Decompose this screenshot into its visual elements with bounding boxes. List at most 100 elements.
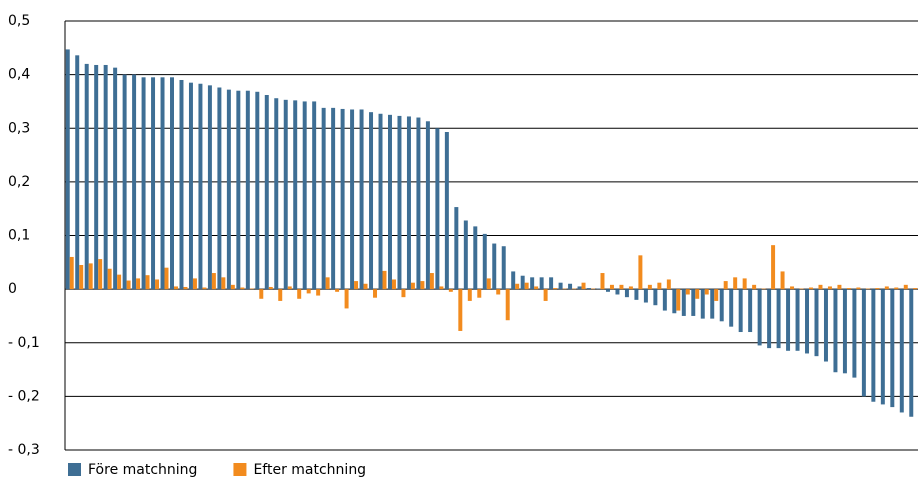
bar	[192, 278, 197, 290]
bar	[685, 289, 690, 295]
bar	[75, 55, 80, 290]
bar	[587, 288, 592, 290]
bar	[439, 286, 444, 290]
bar	[264, 95, 269, 290]
y-tick-label: 0,2	[8, 174, 30, 190]
bar	[179, 79, 184, 290]
bar	[543, 289, 548, 301]
bar	[572, 288, 577, 290]
bar	[151, 77, 156, 290]
bar	[733, 277, 738, 290]
bar	[492, 243, 497, 290]
bar	[856, 287, 861, 290]
bar	[780, 271, 785, 290]
bar	[719, 289, 724, 322]
legend-swatch	[68, 463, 81, 476]
bar	[823, 289, 828, 362]
bar	[666, 279, 671, 290]
bar	[562, 288, 567, 290]
bar	[814, 289, 819, 357]
legend-swatch	[233, 463, 247, 476]
bar	[359, 109, 364, 290]
bar	[173, 286, 178, 290]
bar	[236, 90, 241, 290]
bar	[397, 115, 402, 290]
bar	[653, 289, 658, 306]
bar	[899, 289, 904, 413]
bar	[132, 74, 137, 290]
bar	[786, 289, 791, 351]
y-tick-label: 0,3	[8, 120, 30, 136]
bar	[742, 278, 747, 290]
bar	[609, 284, 614, 290]
y-tick-label: - 0,2	[8, 388, 40, 404]
bar	[467, 289, 472, 301]
bar	[761, 288, 766, 290]
bar	[458, 289, 463, 331]
bar	[549, 277, 554, 290]
bar	[240, 287, 245, 290]
bar	[818, 284, 823, 290]
bar	[448, 289, 453, 292]
bar	[473, 226, 478, 290]
bar	[704, 289, 709, 295]
bar	[373, 289, 378, 298]
bar	[69, 256, 74, 290]
bar	[913, 288, 918, 290]
bar	[890, 289, 895, 408]
y-tick-label: 0	[8, 281, 17, 297]
bar	[416, 117, 421, 290]
bar	[776, 289, 781, 349]
bar	[316, 289, 321, 296]
bar	[842, 289, 847, 374]
bar	[795, 289, 800, 351]
bar	[249, 288, 254, 290]
bar	[141, 77, 146, 290]
bar	[505, 289, 510, 321]
bar	[729, 289, 734, 327]
bar	[662, 289, 667, 311]
bar	[410, 282, 415, 290]
bar	[245, 90, 250, 290]
legend-label: Före matchning	[88, 462, 197, 478]
bar	[676, 289, 681, 311]
bar	[738, 289, 743, 333]
y-tick-label: 0,1	[8, 228, 30, 244]
bar	[226, 89, 231, 290]
bar	[113, 67, 118, 290]
bar	[126, 280, 131, 290]
bar	[605, 289, 610, 292]
bar	[94, 64, 99, 290]
y-tick-label: 0,5	[8, 13, 30, 29]
bar	[230, 284, 235, 290]
bar	[88, 263, 93, 290]
bar	[454, 207, 459, 290]
bar	[880, 289, 885, 405]
bar	[202, 287, 207, 290]
bar	[624, 289, 629, 298]
bar	[757, 289, 762, 346]
bar	[293, 100, 298, 290]
bar	[600, 273, 605, 290]
bar	[634, 289, 639, 300]
bar	[160, 77, 165, 290]
bar	[207, 85, 212, 290]
bar	[672, 289, 677, 314]
bar	[331, 107, 336, 290]
bar	[79, 264, 84, 290]
bar	[363, 283, 368, 290]
bar	[335, 289, 340, 292]
bar	[211, 273, 216, 290]
bar	[84, 63, 89, 290]
bar	[861, 289, 866, 397]
bar	[837, 284, 842, 290]
bar	[752, 284, 757, 290]
bar	[274, 98, 279, 290]
bar	[846, 288, 851, 290]
bar	[369, 112, 374, 290]
bar	[647, 284, 652, 290]
bar	[170, 77, 174, 290]
bar	[340, 108, 345, 290]
bar	[188, 82, 193, 290]
